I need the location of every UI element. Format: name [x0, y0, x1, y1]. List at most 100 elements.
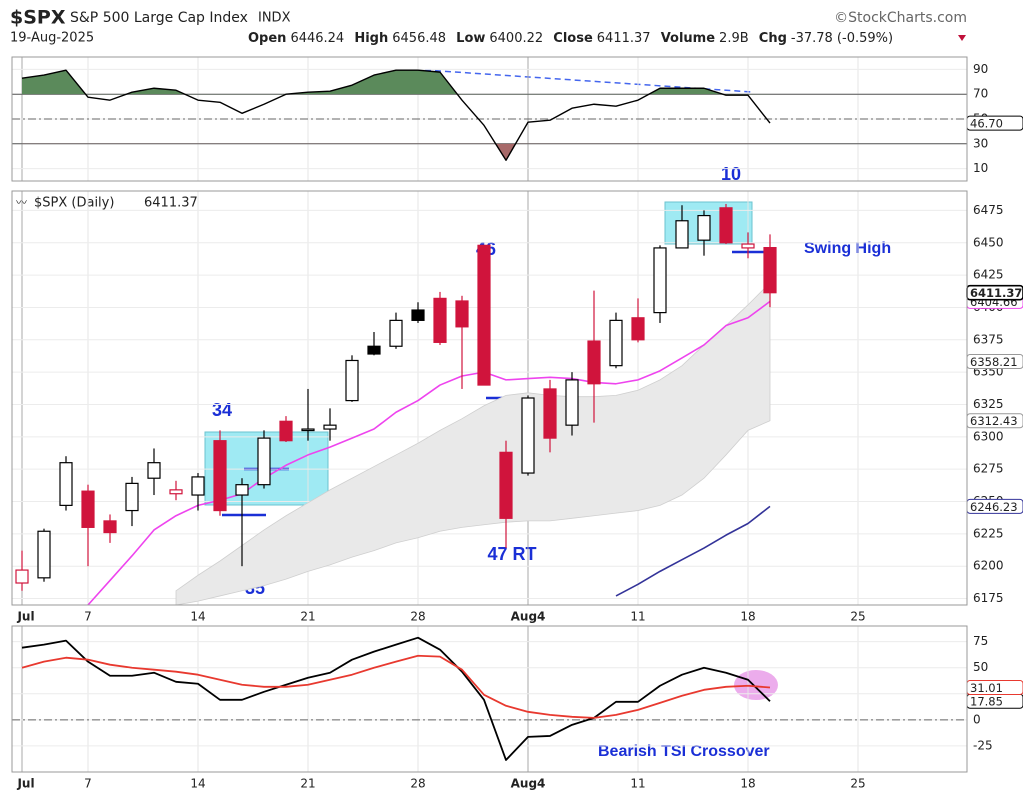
candle-body — [455, 300, 469, 328]
value-tag-label: 6358.21 — [970, 355, 1018, 369]
quote-value: 6456.48 — [392, 31, 446, 46]
x-tick-label: 18 — [740, 610, 755, 624]
candle-body — [653, 247, 667, 314]
moving-average — [615, 505, 771, 597]
candle-body — [411, 309, 425, 321]
candle-body — [477, 244, 491, 386]
indicator-line — [21, 69, 771, 161]
candle-body — [125, 482, 139, 512]
y-tick-label: 75 — [973, 634, 988, 648]
candle-body — [169, 489, 183, 495]
x-tick-label: 11 — [630, 777, 645, 791]
annotation: Bearish TSI Crossover — [598, 743, 770, 760]
y-tick-label: 6225 — [973, 526, 1004, 540]
x-tick-label: 25 — [850, 777, 865, 791]
candle-body — [103, 520, 117, 534]
quote-label: Low — [456, 31, 485, 46]
candle-body — [59, 462, 73, 506]
annotation: Swing High — [804, 240, 891, 257]
quote-label: Open — [248, 31, 286, 46]
candle-body — [15, 569, 29, 584]
candle-body — [81, 490, 95, 528]
quote-value: -37.78 (-0.59%) — [791, 31, 893, 46]
exchange: INDX — [258, 11, 291, 26]
index-name: S&P 500 Large Cap Index — [70, 10, 248, 26]
candle-body — [631, 317, 645, 341]
x-tick-label: 14 — [190, 777, 205, 791]
x-tick-label: 14 — [190, 610, 205, 624]
panel-frame — [11, 190, 968, 606]
indicator-line — [21, 654, 771, 719]
legend: $SPX (Daily) — [34, 196, 114, 211]
candle-body — [345, 359, 359, 402]
x-tick-label: 11 — [630, 610, 645, 624]
value-tag-label: 6312.43 — [970, 414, 1018, 428]
y-tick-label: 50 — [973, 660, 988, 674]
candle-body — [213, 440, 227, 512]
y-tick-label: 6200 — [973, 559, 1004, 573]
x-tick-label: 18 — [740, 777, 755, 791]
quote-label: Volume — [661, 31, 716, 46]
candle-body — [741, 243, 755, 249]
candle-body — [323, 424, 337, 430]
y-tick-label: 30 — [973, 136, 988, 150]
x-tick-label: 28 — [410, 777, 425, 791]
y-tick-label: 10 — [973, 161, 988, 175]
down-arrow — [958, 35, 966, 41]
value-tag-label: 6411.37 — [970, 286, 1022, 300]
candle-body — [235, 484, 249, 496]
x-tick-label: Aug4 — [511, 610, 546, 624]
annotation: 34 — [212, 400, 232, 420]
indicator-line — [21, 636, 771, 761]
candle-body — [433, 297, 447, 343]
candle-body — [609, 319, 623, 367]
level-fill — [495, 143, 516, 161]
value-tag-label: 17.85 — [970, 695, 1003, 709]
source: ©StockCharts.com — [834, 10, 967, 26]
x-tick-label: 7 — [84, 610, 92, 624]
quote-value: 6411.37 — [597, 31, 651, 46]
annotation: 47 RT — [487, 544, 536, 564]
x-tick-label: Jul — [16, 777, 34, 791]
candle-body — [147, 462, 161, 479]
y-tick-label: -25 — [973, 738, 993, 752]
candle-body — [257, 437, 271, 486]
x-tick-label: 7 — [84, 777, 92, 791]
quote: Open 6446.24 High 6456.48 Low 6400.22 Close… — [248, 31, 893, 46]
candle-body — [499, 451, 513, 519]
y-tick-label: 6325 — [973, 397, 1004, 411]
x-tick-label: 21 — [300, 610, 315, 624]
candle-body — [543, 388, 557, 439]
panel-frame — [11, 56, 968, 182]
quote-value: 6400.22 — [489, 31, 543, 46]
y-tick-label: 6425 — [973, 268, 1004, 282]
quote-value: 2.9B — [719, 31, 749, 46]
candle-body — [565, 379, 579, 426]
quote-label: Close — [553, 31, 593, 46]
quote-value: 6446.24 — [290, 31, 344, 46]
symbol: $SPX — [10, 7, 66, 29]
y-tick-label: 90 — [973, 62, 988, 76]
candle-body — [279, 420, 293, 442]
panel-frame — [11, 625, 968, 773]
crossover-highlight — [734, 670, 778, 700]
value-tag-label: 6246.23 — [970, 500, 1018, 514]
candle-body — [37, 530, 51, 579]
y-tick-label: 0 — [973, 712, 981, 726]
candle-body — [191, 476, 205, 496]
x-tick-label: 25 — [850, 610, 865, 624]
quote-label: Chg — [759, 31, 787, 46]
candle-body — [697, 214, 711, 241]
candle-body — [521, 397, 535, 474]
y-tick-label: 6450 — [973, 235, 1004, 249]
candle-body — [719, 207, 733, 244]
candle-body — [301, 428, 315, 432]
moving-average — [87, 300, 771, 606]
x-tick-label: Aug4 — [511, 777, 546, 791]
y-tick-label: 6300 — [973, 429, 1004, 443]
x-tick-label: 21 — [300, 777, 315, 791]
band — [175, 281, 771, 606]
legend-value: 6411.37 — [144, 196, 198, 211]
